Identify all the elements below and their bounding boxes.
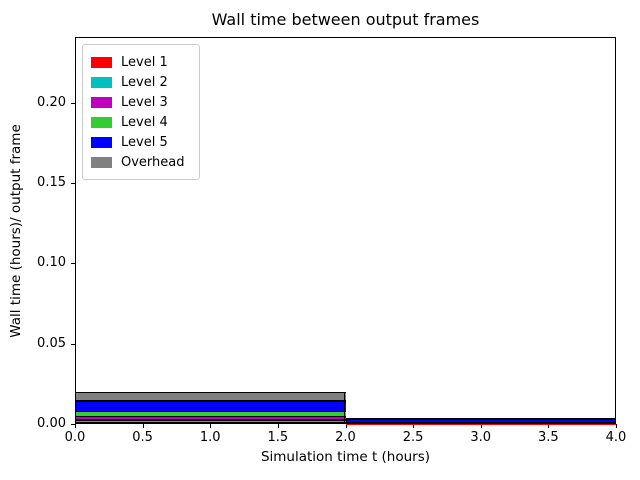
x-tick-mark [210,424,212,428]
legend-swatch-icon [91,116,112,128]
bar-edge-line [75,419,346,421]
y-tick-mark [71,263,75,265]
bar-edge-line [345,418,616,420]
bar-edge-line [75,391,346,394]
x-tick-label: 4.0 [605,430,627,445]
bar-edge-line [75,415,346,418]
x-tick-label: 1.0 [199,430,221,445]
bar-edge-line [345,421,616,423]
bar-edge-line [614,418,616,424]
y-tick-mark [71,102,75,104]
legend-entry: Overhead [91,152,185,172]
bar-segment-level-5 [75,401,346,412]
x-tick-mark [277,424,279,428]
bar-edge-line [344,392,346,424]
bar-segment-overhead [75,392,346,402]
bar-edge-line [345,417,616,419]
x-tick-label: 3.0 [470,430,492,445]
legend-entry: Level 4 [91,112,185,132]
legend-label: Level 1 [121,54,168,70]
bar-segment-level-4 [75,411,346,417]
y-tick-label: 0.10 [37,255,66,271]
legend-label: Level 4 [121,114,168,130]
x-tick-mark [142,424,144,428]
y-tick-label: 0.15 [37,175,66,191]
legend-swatch-icon [91,76,112,88]
legend-entry: Level 1 [91,52,185,72]
x-tick-label: 2.5 [402,430,424,445]
legend: Level 1 Level 2 Level 3 Level 4 Level 5 Overh… [82,44,200,180]
bar-edge-line [75,410,346,413]
bar-segment-level-5 [345,419,616,423]
x-tick-mark [548,424,550,428]
legend-entry: Level 2 [91,72,185,92]
x-tick-label: 0.5 [132,430,153,445]
y-tick-mark [71,424,75,425]
y-axis-label: Wall time (hours)/ output frame [8,124,24,338]
bar-segment-level-2 [75,419,346,424]
legend-swatch-icon [91,136,112,148]
bar-segment-level-3 [75,416,346,420]
legend-swatch-icon [91,56,112,68]
x-tick-label: 2.0 [335,430,356,445]
bar-edge-line [345,418,347,424]
legend-swatch-icon [91,96,112,108]
y-tick-mark [71,183,75,185]
y-tick-label: 0.20 [37,94,66,110]
bar-edge-line [75,392,77,424]
legend-entry: Level 5 [91,132,185,152]
y-tick-mark [71,343,75,345]
y-tick-label: 0.00 [37,416,66,431]
chart-title: Wall time between output frames [211,10,480,29]
legend-label: Level 5 [121,134,168,150]
x-tick-mark [413,424,415,428]
legend-label: Level 2 [121,74,168,90]
x-tick-label: 1.5 [267,430,289,445]
legend-label: Overhead [121,154,185,170]
legend-swatch-icon [91,156,112,168]
bar-edge-line [75,400,346,402]
x-axis-label: Simulation time t (hours) [260,449,431,465]
y-tick-label: 0.05 [37,335,66,351]
x-tick-mark [345,424,347,428]
x-tick-mark [480,424,482,428]
x-tick-mark [616,424,617,428]
bar-edge-line [75,422,346,424]
x-tick-mark [75,424,76,428]
x-tick-label: 0.0 [64,430,86,445]
x-tick-label: 3.5 [538,430,559,445]
legend-label: Level 3 [121,94,168,110]
legend-entry: Level 3 [91,92,185,112]
